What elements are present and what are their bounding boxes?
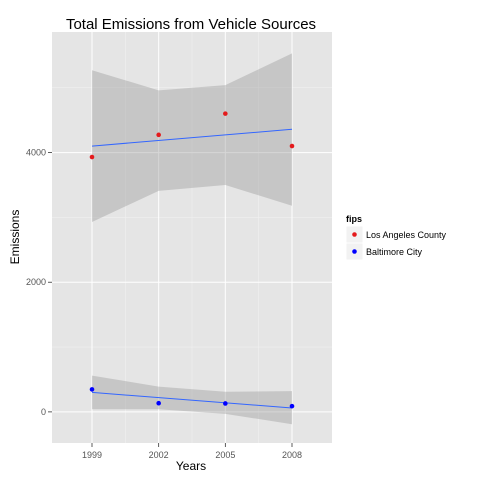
legend-label: Baltimore City [366,247,423,257]
x-tick-label: 2005 [215,450,235,460]
fit-line [91,128,293,147]
x-tick-label: 1999 [82,450,102,460]
y-axis-ticks: 0 2000 4000 [26,148,52,417]
x-tick-label: 2002 [149,450,169,460]
legend-marker [352,249,357,254]
y-tick-label: 0 [41,407,46,417]
fit-lines [91,128,293,409]
legend-title: fips [346,214,362,224]
x-axis-ticks: 1999 2002 2005 2008 [82,443,302,460]
x-axis-title: Years [176,459,206,473]
data-point [89,387,95,392]
data-point [289,143,295,149]
y-axis-title: Emissions [8,210,22,265]
fit-line [91,391,293,409]
y-tick-label: 2000 [26,277,46,287]
legend-marker [352,232,357,237]
data-point [156,132,161,138]
legend: fips Los Angeles County Baltimore City [345,214,447,261]
data-points [89,111,295,409]
data-point [156,400,161,406]
legend-label: Los Angeles County [366,230,447,240]
data-point [289,403,295,409]
y-tick-label: 4000 [26,148,46,158]
chart-title: Total Emissions from Vehicle Sources [66,16,316,33]
data-point [89,154,95,160]
data-point [223,111,228,116]
gridlines [52,32,332,443]
data-point [223,401,228,406]
x-tick-label: 2008 [282,450,302,460]
